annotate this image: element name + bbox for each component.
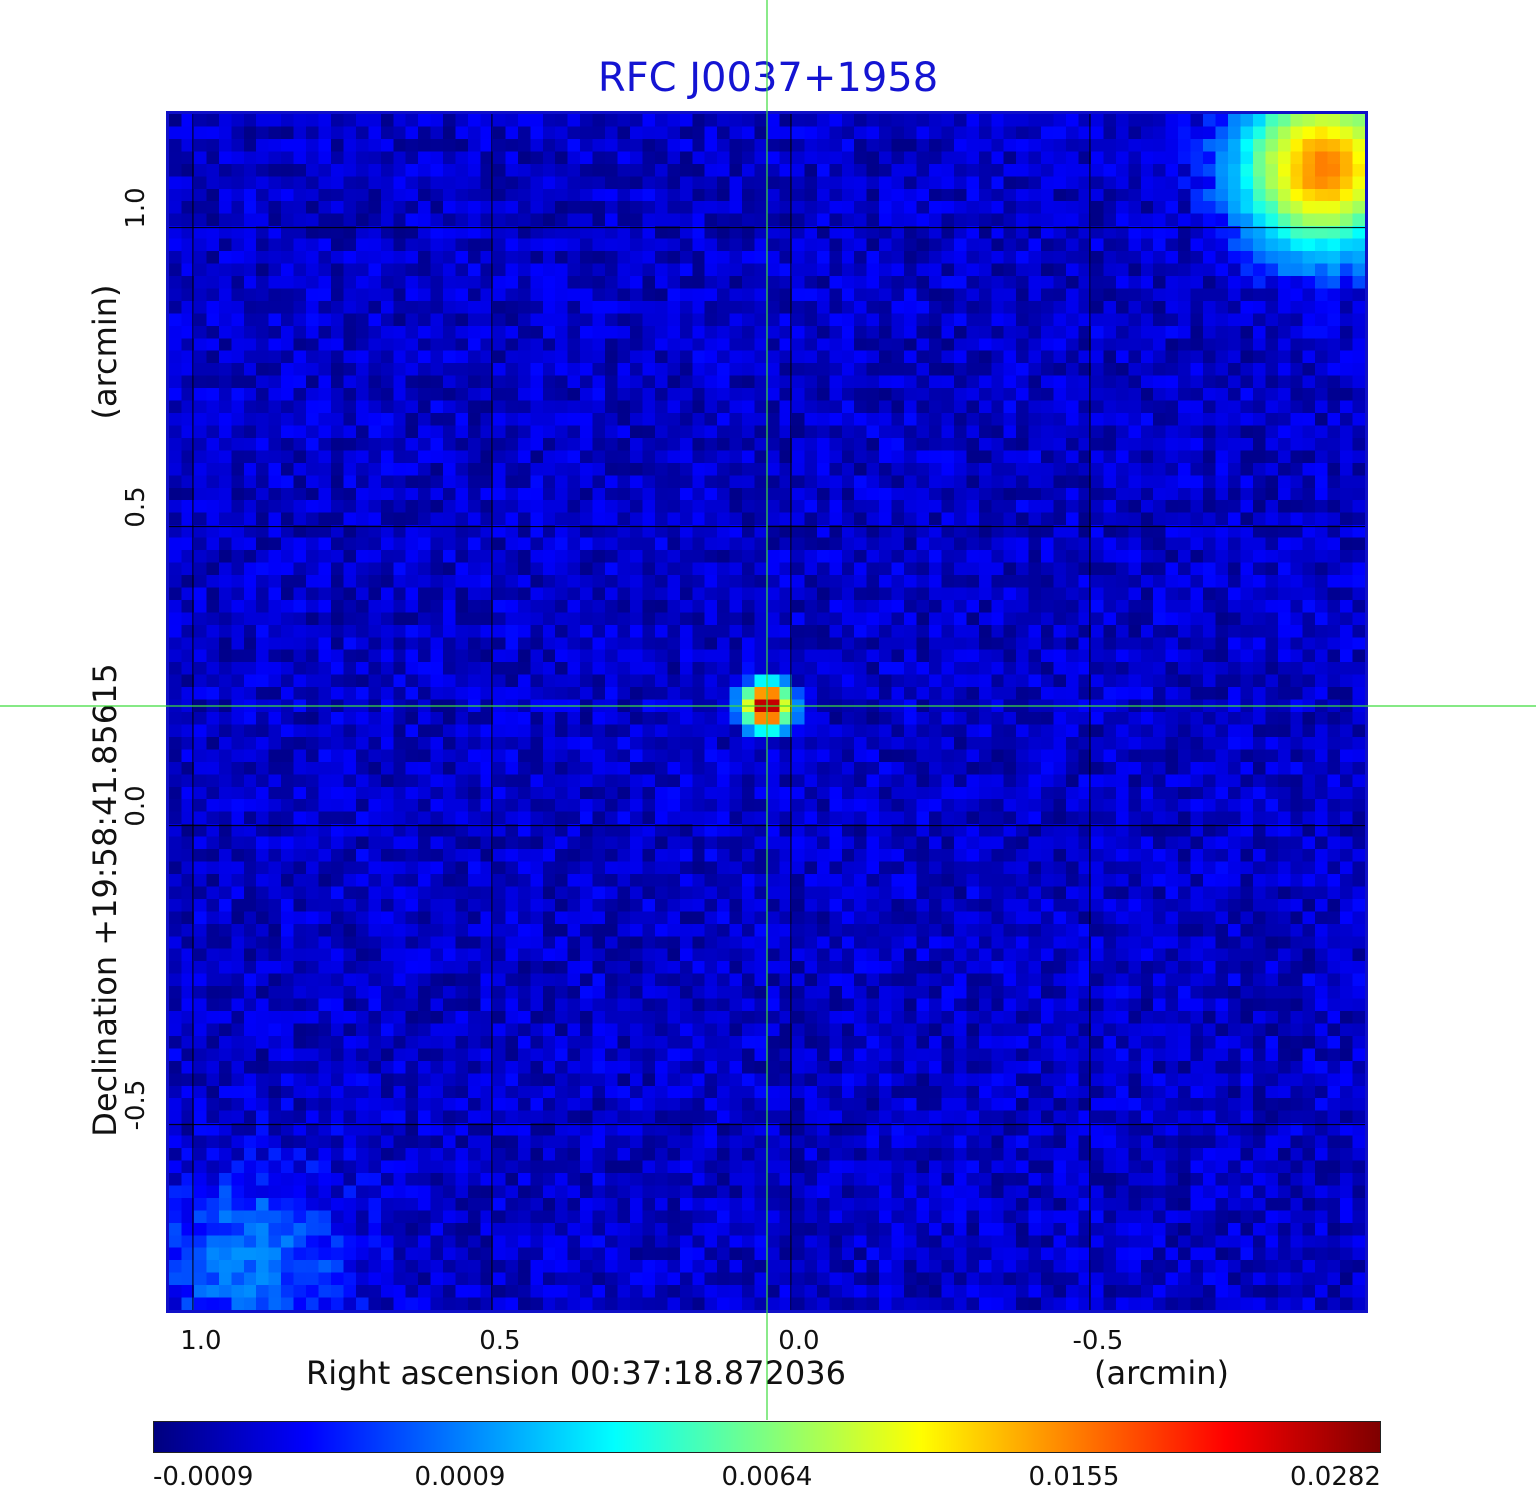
y-tick-label: 0.0	[121, 784, 151, 827]
x-tick-label: 0.5	[479, 1326, 521, 1356]
x-axis-label: Right ascension 00:37:18.872036	[306, 1354, 846, 1392]
x-axis-unit: (arcmin)	[1094, 1354, 1229, 1392]
colorbar-tick-label: 0.0064	[721, 1462, 813, 1492]
coordinate-grid	[169, 114, 1365, 1310]
y-axis-unit: (arcmin)	[86, 284, 124, 420]
x-tick-label: 0.0	[778, 1326, 820, 1356]
x-tick-label: -0.5	[1072, 1326, 1124, 1356]
y-axis-label: Declination +19:58:41.85615	[86, 663, 124, 1137]
image-plot-area[interactable]	[166, 111, 1368, 1313]
y-tick-label: 1.0	[121, 186, 151, 229]
chart-title: RFC J0037+1958	[597, 55, 939, 101]
colorbar-tick-label: 0.0282	[1290, 1462, 1381, 1492]
y-tick-label: 0.5	[121, 485, 151, 528]
colorbar-tick-label: -0.0009	[153, 1462, 254, 1492]
y-tick-label: -0.5	[121, 1079, 151, 1130]
colorbar-tick-label: 0.0155	[1028, 1462, 1120, 1492]
colorbar	[153, 1421, 1381, 1453]
colorbar-tick-label: 0.0009	[414, 1462, 506, 1492]
x-tick-label: 1.0	[180, 1326, 222, 1356]
